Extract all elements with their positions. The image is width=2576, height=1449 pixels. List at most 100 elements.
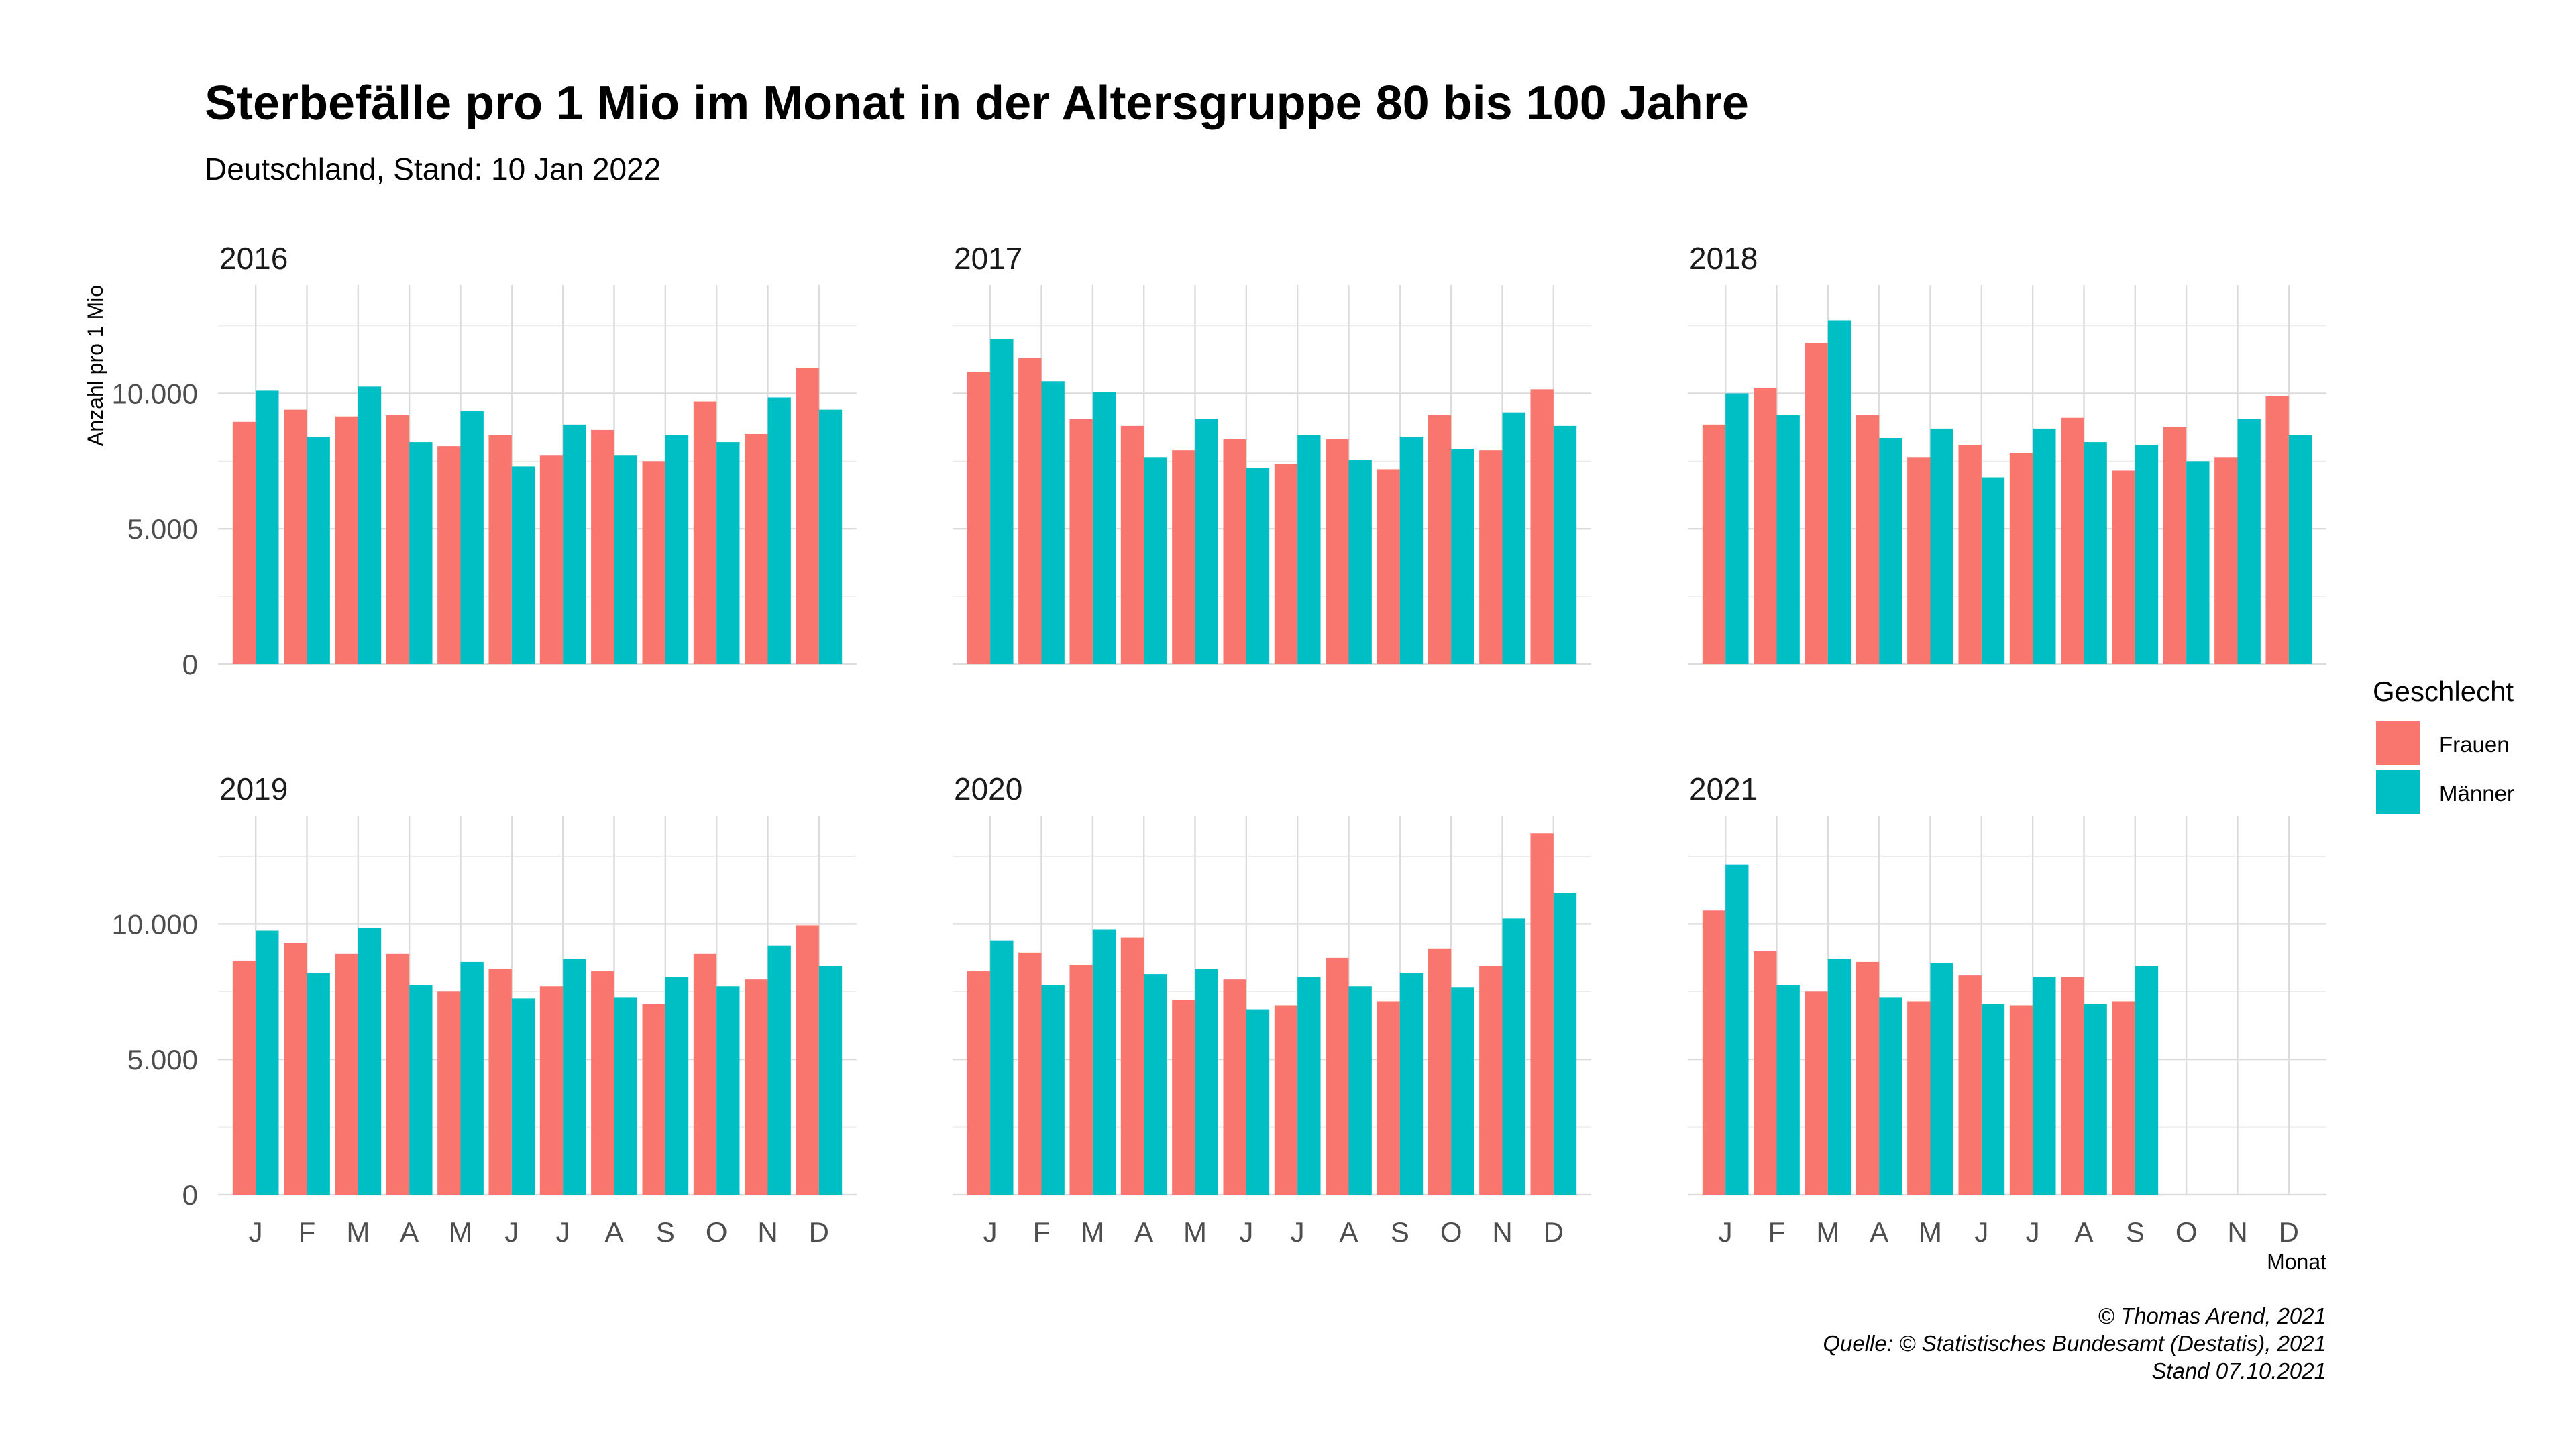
x-tick-label: J (983, 1216, 998, 1248)
bar-maenner-J (1246, 1009, 1270, 1195)
bar-frauen-J (488, 969, 512, 1195)
bar-frauen-D (1530, 833, 1554, 1195)
bar-maenner-N (2237, 419, 2261, 664)
x-tick-label: J (249, 1216, 263, 1248)
bar-maenner-A (2084, 442, 2107, 664)
bar-maenner-J (1246, 468, 1270, 664)
x-tick-label: D (1544, 1216, 1564, 1248)
bar-frauen-J (232, 421, 256, 664)
bar-maenner-A (1348, 460, 1372, 664)
bar-maenner-J (1981, 1004, 2005, 1195)
facet-panel-2018: 2018 (1688, 241, 2326, 665)
bar-maenner-J (511, 998, 535, 1195)
bar-maenner-M (1827, 320, 1851, 664)
bar-maenner-F (1776, 415, 1800, 664)
bar-frauen-O (693, 953, 717, 1195)
bar-frauen-D (796, 925, 819, 1195)
bar-maenner-M (1930, 963, 1953, 1195)
x-tick-label: N (2227, 1216, 2247, 1248)
bar-maenner-J (2033, 977, 2056, 1195)
chart-title: Sterbefälle pro 1 Mio im Monat in der Al… (205, 76, 1749, 130)
bar-frauen-O (1428, 415, 1452, 664)
x-tick-label: A (1870, 1216, 1888, 1248)
bar-maenner-J (1297, 435, 1321, 664)
bar-maenner-F (307, 973, 330, 1195)
bar-frauen-A (2061, 417, 2084, 664)
bar-frauen-M (1805, 343, 1828, 664)
bar-frauen-A (1856, 415, 1880, 664)
bar-maenner-M (1092, 392, 1116, 664)
bar-frauen-M (1172, 1000, 1195, 1195)
bar-maenner-F (1041, 381, 1065, 664)
bar-maenner-M (1092, 929, 1116, 1195)
bar-frauen-A (2061, 977, 2084, 1195)
bar-frauen-A (1120, 937, 1144, 1195)
bar-maenner-A (1879, 997, 1902, 1195)
facet-panel-2017: 2017 (953, 241, 1591, 665)
bar-maenner-J (563, 959, 586, 1195)
bar-frauen-O (693, 401, 717, 664)
x-tick-label: M (1919, 1216, 1942, 1248)
bar-maenner-D (2288, 435, 2312, 664)
bar-frauen-S (2112, 1001, 2135, 1195)
bar-maenner-J (563, 424, 586, 664)
legend-key-maenner (2376, 770, 2420, 814)
x-tick-label: M (449, 1216, 472, 1248)
x-axis-title: Monat (2267, 1250, 2326, 1274)
bar-maenner-J (511, 466, 535, 664)
bar-maenner-J (2033, 428, 2056, 664)
x-tick-label: F (1033, 1216, 1051, 1248)
bar-frauen-J (1958, 975, 1982, 1195)
legend-label-frauen: Frauen (2439, 732, 2510, 757)
legend: Geschlecht Frauen Männer (2373, 676, 2514, 814)
bar-maenner-J (1297, 977, 1321, 1195)
bar-frauen-J (1274, 1005, 1298, 1195)
bar-maenner-O (716, 442, 740, 664)
legend-title: Geschlecht (2373, 676, 2514, 707)
chart-subtitle: Deutschland, Stand: 10 Jan 2022 (205, 152, 661, 186)
x-tick-label: J (1719, 1216, 1733, 1248)
bar-maenner-N (1502, 918, 1525, 1195)
bar-maenner-S (1399, 437, 1424, 664)
bar-frauen-J (539, 455, 564, 664)
bar-maenner-N (767, 397, 791, 664)
legend-key-frauen (2376, 721, 2420, 765)
x-tick-label: A (2074, 1216, 2093, 1248)
y-tick-label: 5.000 (127, 1044, 198, 1075)
x-tick-label: S (2126, 1216, 2145, 1248)
x-tick-label: F (1768, 1216, 1786, 1248)
bar-frauen-J (1223, 439, 1246, 664)
bar-maenner-F (1041, 985, 1065, 1195)
bar-frauen-J (1958, 445, 1982, 664)
caption-date: Stand 07.10.2021 (2151, 1358, 2326, 1383)
bar-frauen-S (2112, 470, 2135, 664)
bar-frauen-A (1326, 957, 1349, 1195)
x-tick-label: F (299, 1216, 316, 1248)
bar-maenner-J (990, 339, 1014, 664)
bar-maenner-A (614, 997, 637, 1195)
x-tick-label: D (2279, 1216, 2299, 1248)
bar-maenner-O (716, 986, 740, 1195)
y-tick-label: 0 (182, 649, 198, 680)
bar-frauen-M (335, 953, 358, 1195)
bar-maenner-M (1195, 969, 1218, 1195)
x-tick-label: M (346, 1216, 370, 1248)
bar-maenner-J (1725, 393, 1749, 664)
bar-maenner-N (767, 945, 791, 1195)
x-tick-label: J (556, 1216, 570, 1248)
bar-frauen-N (1479, 965, 1503, 1195)
x-tick-label: J (1974, 1216, 1988, 1248)
bar-frauen-F (284, 409, 307, 664)
bar-frauen-O (1428, 948, 1452, 1195)
bar-frauen-M (437, 446, 461, 664)
x-tick-label: M (1183, 1216, 1207, 1248)
bar-maenner-A (2084, 1004, 2107, 1195)
bar-frauen-D (2265, 396, 2289, 664)
y-tick-label: 0 (182, 1179, 198, 1211)
facet-label: 2017 (954, 241, 1022, 276)
x-tick-label: A (1339, 1216, 1358, 1248)
bar-frauen-O (2163, 427, 2187, 664)
x-tick-label: S (656, 1216, 675, 1248)
caption-source: Quelle: © Statistisches Bundesamt (Desta… (1823, 1331, 2326, 1356)
